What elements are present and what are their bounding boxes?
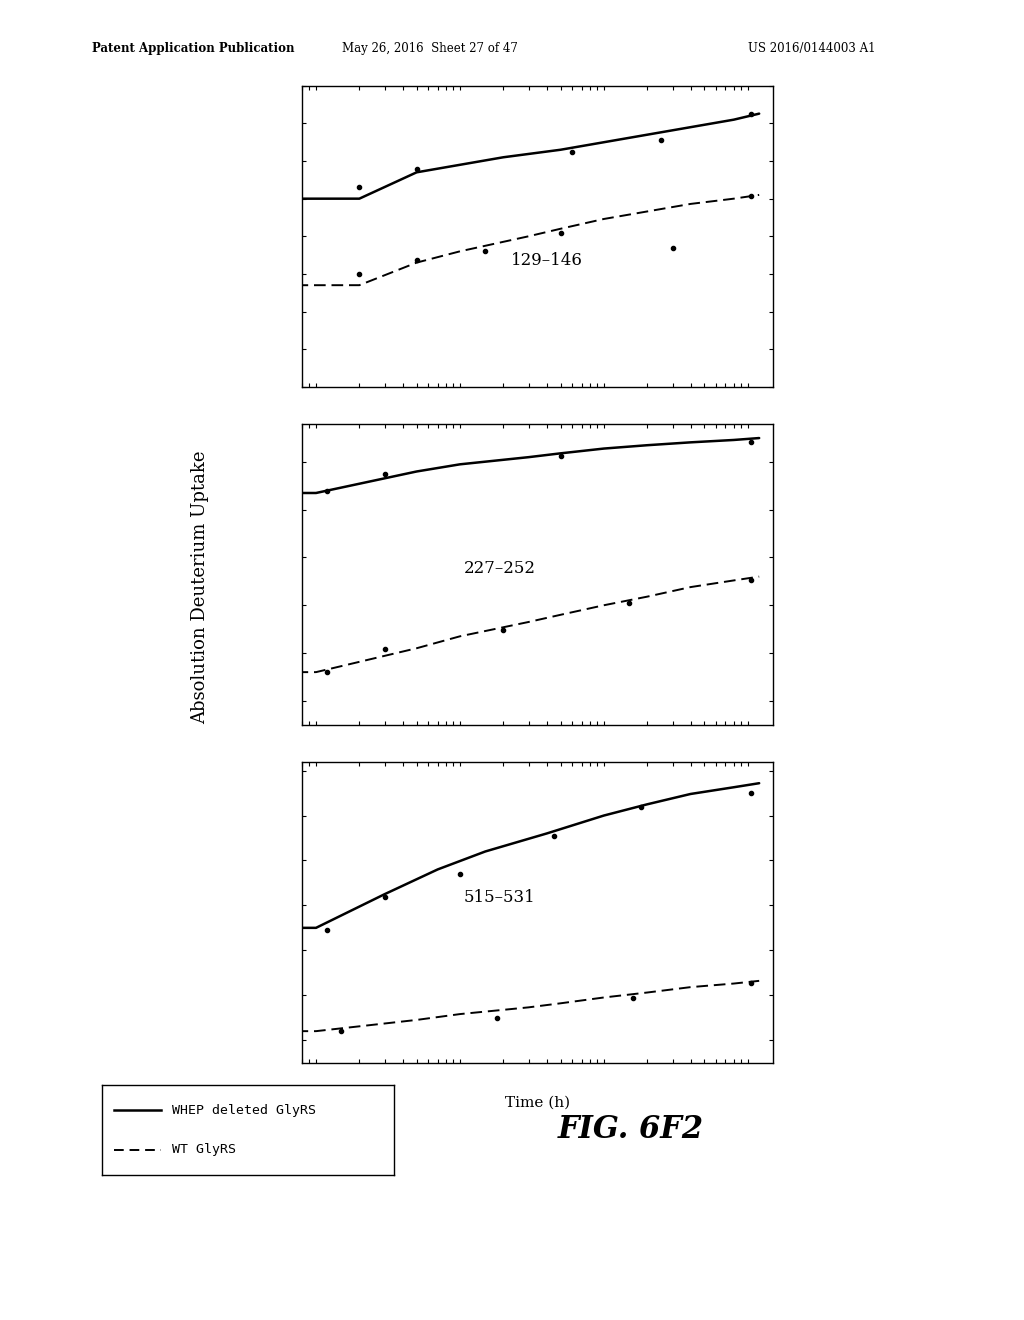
Text: Time (h): Time (h) [505,1096,570,1110]
Text: 129–146: 129–146 [511,252,583,269]
Text: May 26, 2016  Sheet 27 of 47: May 26, 2016 Sheet 27 of 47 [342,42,518,55]
Text: 515–531: 515–531 [464,888,536,906]
Text: US 2016/0144003 A1: US 2016/0144003 A1 [748,42,876,55]
Text: Absolution Deuterium Uptake: Absolution Deuterium Uptake [190,450,209,725]
Text: WHEP deleted GlyRS: WHEP deleted GlyRS [172,1104,316,1117]
Text: Patent Application Publication: Patent Application Publication [92,42,295,55]
Text: 227–252: 227–252 [464,560,536,577]
Text: FIG. 6F2: FIG. 6F2 [558,1114,705,1146]
Text: WT GlyRS: WT GlyRS [172,1143,237,1156]
